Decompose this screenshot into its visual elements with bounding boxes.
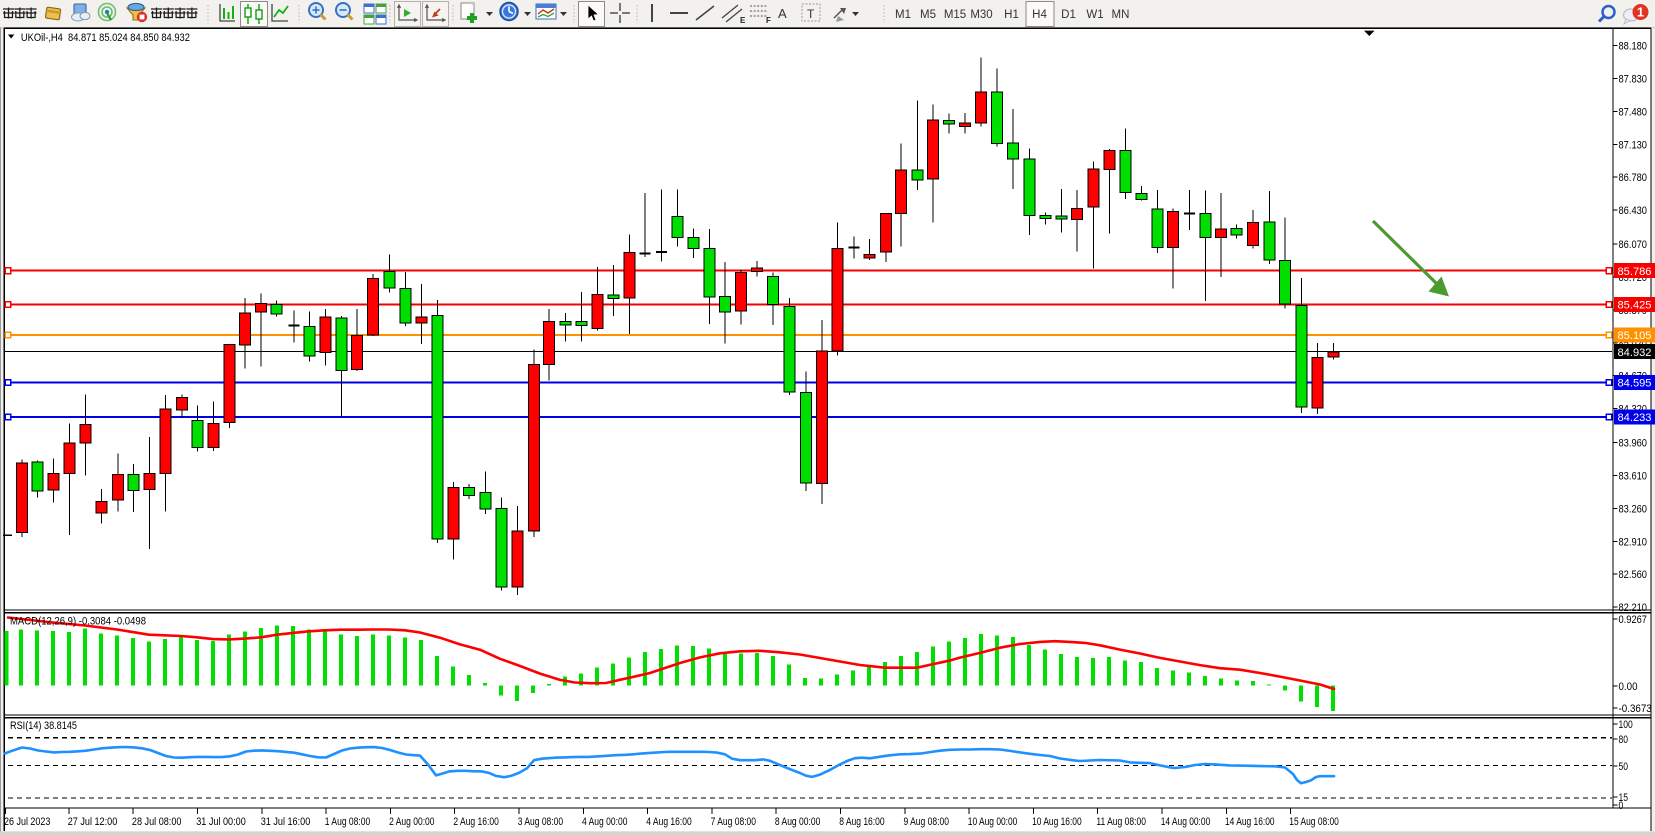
svg-text:H1: H1: [1004, 9, 1019, 21]
svg-text:MACD(12,26,9) -0.3084 -0.0498: MACD(12,26,9) -0.3084 -0.0498: [10, 616, 146, 628]
svg-text:M15: M15: [944, 9, 966, 21]
svg-text:27 Jul 12:00: 27 Jul 12:00: [68, 816, 118, 828]
svg-text:83.610: 83.610: [1619, 470, 1648, 482]
svg-text:88.180: 88.180: [1619, 41, 1648, 53]
svg-text:31 Jul 16:00: 31 Jul 16:00: [261, 816, 311, 828]
svg-text:F: F: [766, 16, 771, 25]
svg-text:85.786: 85.786: [1618, 266, 1652, 278]
svg-text:MN: MN: [1112, 9, 1130, 21]
svg-text:87.830: 87.830: [1619, 73, 1648, 85]
svg-text:11 Aug 08:00: 11 Aug 08:00: [1096, 816, 1146, 828]
svg-text:86.430: 86.430: [1619, 205, 1648, 217]
svg-text:100: 100: [1619, 719, 1633, 731]
svg-text:87.130: 87.130: [1619, 139, 1648, 151]
svg-text:0.00: 0.00: [1619, 681, 1638, 693]
svg-text:9 Aug 08:00: 9 Aug 08:00: [904, 816, 949, 828]
svg-text:4 Aug 16:00: 4 Aug 16:00: [646, 816, 691, 828]
svg-text:26 Jul 2023: 26 Jul 2023: [4, 816, 50, 828]
svg-text:82.560: 82.560: [1619, 569, 1648, 581]
svg-text:14 Aug 16:00: 14 Aug 16:00: [1225, 816, 1275, 828]
svg-text:87.480: 87.480: [1619, 106, 1648, 118]
svg-text:7 Aug 08:00: 7 Aug 08:00: [711, 816, 756, 828]
svg-text:82.210: 82.210: [1619, 602, 1648, 614]
svg-text:15: 15: [1619, 792, 1629, 804]
svg-text:84.233: 84.233: [1618, 412, 1652, 424]
svg-text:M5: M5: [920, 9, 936, 21]
svg-text:UKOil-,H4 84.871 85.024 84.85: UKOil-,H4 84.871 85.024 84.850 84.932: [21, 32, 190, 44]
svg-text:86.070: 86.070: [1619, 239, 1648, 251]
svg-text:10 Aug 00:00: 10 Aug 00:00: [968, 816, 1018, 828]
svg-text:3 Aug 08:00: 3 Aug 08:00: [518, 816, 563, 828]
svg-text:28 Jul 08:00: 28 Jul 08:00: [132, 816, 182, 828]
svg-text:80: 80: [1619, 734, 1629, 746]
svg-text:0.9267: 0.9267: [1619, 614, 1648, 626]
svg-text:84.932: 84.932: [1618, 347, 1652, 359]
svg-text:10 Aug 16:00: 10 Aug 16:00: [1032, 816, 1082, 828]
svg-text:E: E: [740, 16, 746, 25]
svg-text:82.910: 82.910: [1619, 536, 1648, 548]
svg-text:H4: H4: [1032, 9, 1047, 21]
svg-text:T: T: [807, 7, 815, 21]
svg-text:M1: M1: [895, 9, 911, 21]
svg-text:84.595: 84.595: [1618, 378, 1652, 390]
svg-text:8 Aug 00:00: 8 Aug 00:00: [775, 816, 820, 828]
svg-text:RSI(14) 38.8145: RSI(14) 38.8145: [10, 720, 77, 732]
svg-text:50: 50: [1619, 761, 1629, 773]
svg-text:M30: M30: [970, 9, 992, 21]
svg-text:85.425: 85.425: [1618, 300, 1652, 312]
svg-text:A: A: [778, 6, 787, 21]
svg-text:31 Jul 00:00: 31 Jul 00:00: [196, 816, 246, 828]
svg-text:83.960: 83.960: [1619, 438, 1648, 450]
svg-text:4 Aug 00:00: 4 Aug 00:00: [582, 816, 627, 828]
svg-text:1: 1: [1637, 5, 1644, 20]
svg-text:15 Aug 08:00: 15 Aug 08:00: [1289, 816, 1339, 828]
svg-text:14 Aug 00:00: 14 Aug 00:00: [1161, 816, 1211, 828]
svg-text:D1: D1: [1061, 9, 1076, 21]
svg-text:W1: W1: [1086, 9, 1103, 21]
svg-text:83.260: 83.260: [1619, 503, 1648, 515]
svg-text:2 Aug 16:00: 2 Aug 16:00: [453, 816, 498, 828]
svg-text:8 Aug 16:00: 8 Aug 16:00: [839, 816, 884, 828]
svg-text:-0.3673: -0.3673: [1619, 703, 1652, 715]
svg-text:2 Aug 00:00: 2 Aug 00:00: [389, 816, 434, 828]
svg-text:85.105: 85.105: [1618, 330, 1652, 342]
svg-text:0: 0: [1619, 800, 1624, 812]
svg-text:86.780: 86.780: [1619, 172, 1648, 184]
svg-text:1 Aug 08:00: 1 Aug 08:00: [325, 816, 370, 828]
